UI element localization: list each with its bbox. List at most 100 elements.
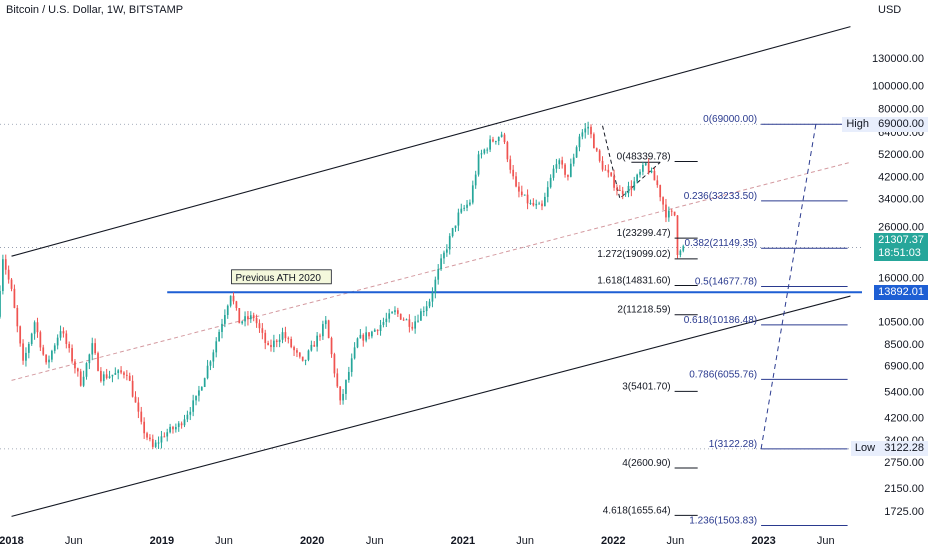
candle-body [497, 136, 500, 142]
candle-body [261, 328, 264, 333]
candle-body [229, 295, 232, 306]
candle-body [342, 393, 344, 401]
y-tick-label: 1725.00 [884, 506, 924, 518]
candle-body [385, 318, 388, 323]
candle-body [662, 197, 664, 205]
candle-body [255, 318, 258, 324]
candle-body [195, 395, 197, 401]
fib-ext-label: 2(11218.59) [617, 305, 670, 316]
candle-body [128, 375, 131, 381]
candle-body [235, 301, 238, 309]
candle-body [13, 288, 16, 308]
candle-body [25, 352, 27, 361]
candle-body [232, 295, 235, 302]
candle-body [218, 331, 220, 342]
y-tick-label: 42000.00 [878, 171, 924, 183]
candle-body [492, 139, 494, 142]
candle-body [163, 436, 166, 438]
candle-body [108, 376, 111, 379]
candle-body [117, 370, 120, 374]
candle-body [74, 361, 76, 369]
candle-body [51, 350, 53, 360]
candle-body [558, 160, 561, 165]
candle-body [368, 332, 370, 337]
candle-body [322, 324, 324, 337]
y-tick-label: 80000.00 [878, 104, 924, 116]
candle-body [59, 331, 62, 338]
chart-title: Bitcoin / U.S. Dollar, 1W, BITSTAMP [6, 4, 184, 16]
candle-body [471, 185, 474, 203]
candle-body [359, 334, 362, 339]
candle-body [469, 202, 471, 205]
candle-body [356, 338, 359, 348]
candle-body [249, 315, 252, 320]
fib-ext-label: 4.618(1655.64) [603, 505, 671, 516]
y-tick-label: 2750.00 [884, 457, 924, 469]
candle-body [673, 211, 676, 216]
fib-ext-label: 1(23299.47) [617, 228, 671, 239]
candle-body [30, 333, 33, 344]
x-tick-label: 2020 [300, 535, 324, 547]
y-tick-label: 16000.00 [878, 272, 924, 284]
candle-body [353, 347, 356, 359]
candle-body [417, 320, 419, 322]
fib-ext-label: 3(5401.70) [622, 381, 670, 392]
candle-body [186, 414, 189, 420]
current-price-value: 21307.37 [878, 234, 924, 247]
candle-body [94, 343, 97, 354]
candle-body [650, 170, 653, 173]
candle-body [371, 331, 373, 337]
candle-body [362, 334, 365, 341]
candle-body [16, 307, 19, 327]
candle-body [624, 193, 627, 195]
candle-body [581, 132, 584, 137]
candle-body [287, 338, 290, 340]
candle-body [443, 252, 445, 259]
candle-body [613, 175, 615, 188]
candle-body [157, 442, 160, 444]
candle-body [402, 319, 405, 321]
candle-body [33, 322, 36, 334]
candle-body [365, 332, 367, 341]
candle-body [324, 320, 327, 325]
x-tick-label: 2018 [0, 535, 24, 547]
annotation-box [231, 269, 332, 285]
candle-body [604, 169, 607, 171]
candle-body [160, 436, 163, 443]
candle-body [506, 142, 509, 160]
x-tick-label: Jun [667, 535, 685, 547]
candle-body [564, 164, 566, 175]
candle-body [382, 322, 385, 325]
x-tick-label: 2022 [601, 535, 625, 547]
candle-body [296, 350, 298, 353]
candle-body [647, 163, 650, 173]
fib-ext-label: 1.272(19099.02) [597, 249, 670, 260]
candle-body [100, 370, 102, 382]
candle-body [451, 228, 454, 237]
candle-body [252, 315, 255, 319]
y-tick-label: 130000.00 [872, 53, 924, 65]
triangle-pattern [602, 125, 661, 200]
x-tick-label: Jun [516, 535, 534, 547]
candle-body [544, 196, 546, 207]
high-tag-text: High [846, 117, 869, 130]
candle-body [203, 378, 206, 387]
candle-body [411, 326, 414, 329]
candle-body [333, 354, 336, 374]
candle-body [578, 136, 581, 148]
candle-body [373, 329, 376, 332]
candle-body [71, 348, 73, 362]
x-tick-label: 2021 [451, 535, 475, 547]
candle-body [327, 320, 330, 339]
candle-body [659, 185, 662, 198]
channel-upper-line [11, 26, 851, 257]
candle-body [601, 160, 604, 170]
candle-body [189, 411, 192, 415]
candle-body [206, 365, 209, 379]
candle-body [319, 335, 321, 337]
candle-body [405, 319, 408, 321]
candle-body [445, 249, 448, 253]
x-tick-label: Jun [366, 535, 384, 547]
candle-body [644, 163, 647, 165]
